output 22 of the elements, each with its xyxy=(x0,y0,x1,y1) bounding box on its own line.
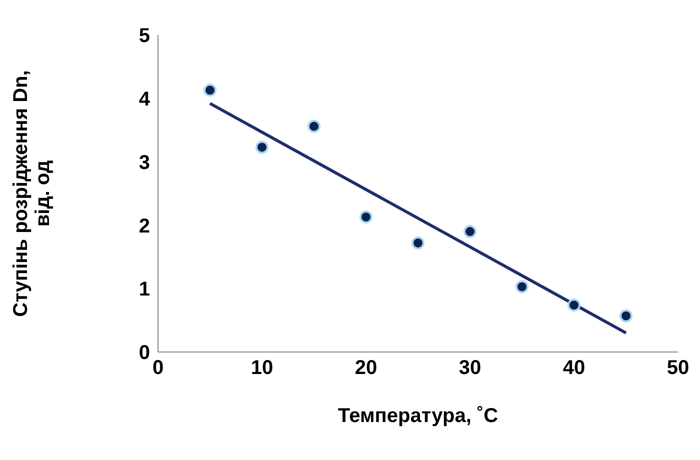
x-axis-title: Температура, ˚С xyxy=(338,405,498,427)
y-tick-label: 4 xyxy=(138,88,151,110)
point xyxy=(620,309,632,322)
x-tick-label: 50 xyxy=(666,357,690,380)
y-tick-label: 0 xyxy=(138,342,150,364)
point xyxy=(360,210,372,224)
y-tick-label: 2 xyxy=(138,215,150,238)
x-tick-label: 10 xyxy=(250,357,274,380)
point xyxy=(412,236,424,250)
x-tick-label: 20 xyxy=(354,357,378,380)
point xyxy=(308,120,320,133)
y-tick-label: 5 xyxy=(138,25,150,48)
x-tick-label: 30 xyxy=(458,357,482,380)
point xyxy=(464,225,476,238)
y-tick-label: 3 xyxy=(138,152,150,174)
point xyxy=(568,298,580,312)
y-tick-label: 1 xyxy=(138,278,150,301)
x-tick-label: 40 xyxy=(562,357,586,380)
point xyxy=(256,140,268,154)
point xyxy=(516,280,528,294)
y-axis-title: Ступінь розрідження Dn, від. од xyxy=(10,70,54,317)
point xyxy=(204,84,216,97)
